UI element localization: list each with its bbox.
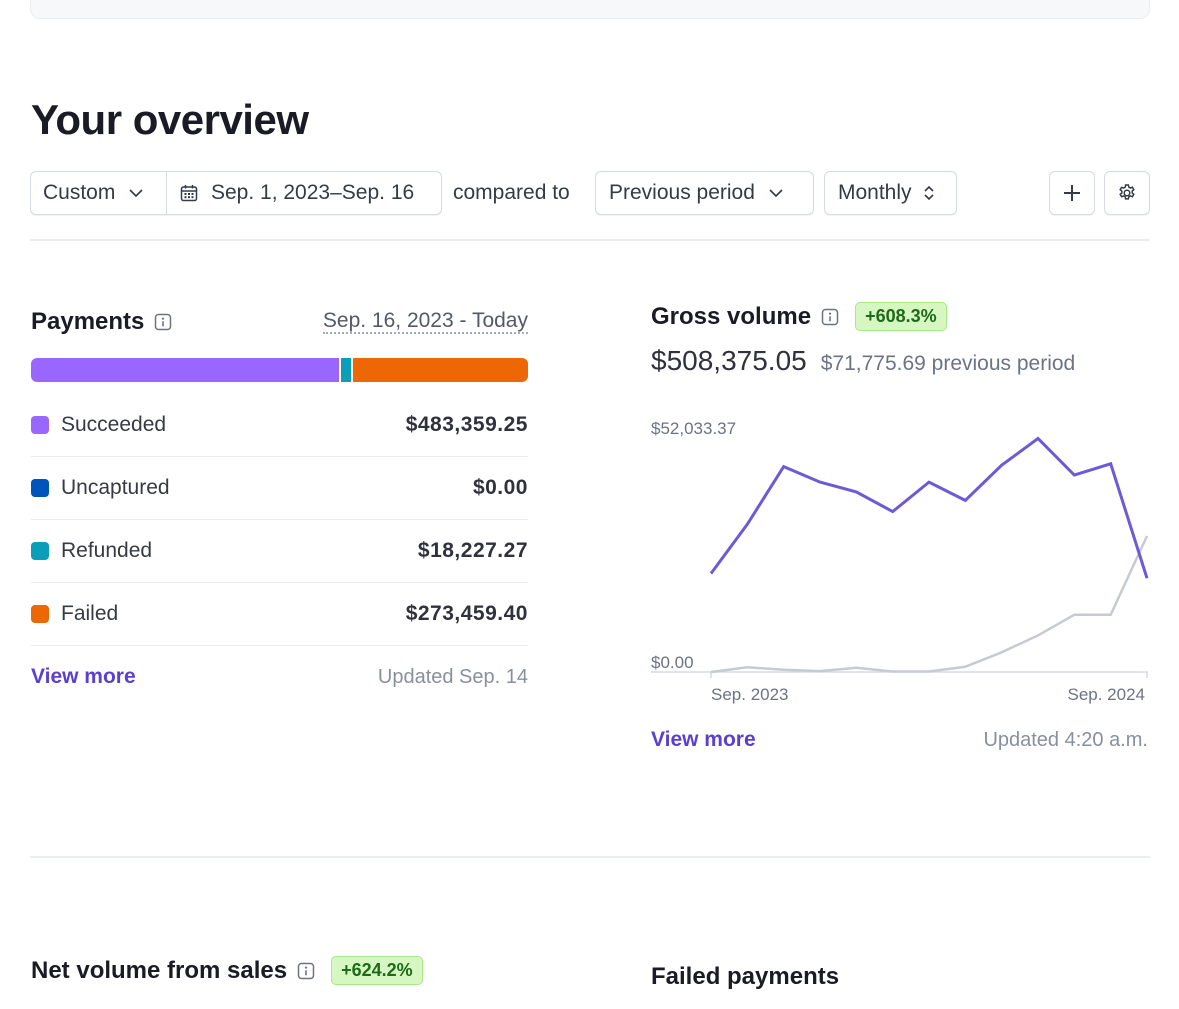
data-point[interactable]: [996, 646, 1008, 658]
status-color-swatch: [31, 416, 49, 434]
status-value: $0.00: [472, 476, 528, 499]
toolbar: Custom Sep. 1, 2023–Sep. 16 compared to …: [30, 171, 1150, 215]
gross-volume-view-more-link[interactable]: View more: [651, 728, 756, 751]
status-value: $18,227.27: [417, 539, 528, 562]
data-point[interactable]: [1068, 609, 1080, 621]
payment-status-row[interactable]: Succeeded $483,359.25: [31, 394, 528, 457]
gross-volume-chart: $52,033.37 $0.00 Sep. 2023 Sep. 2024: [651, 419, 1153, 704]
payments-date-range-text: Sep. 16, 2023 - Today: [322, 309, 528, 334]
payments-title-text: Payments: [31, 308, 145, 335]
payments-date-range[interactable]: Sep. 16, 2023 - Today: [300, 309, 528, 334]
data-point[interactable]: [1105, 609, 1117, 621]
payments-stacked-bar: [31, 358, 528, 382]
status-color-swatch: [31, 542, 49, 560]
data-point[interactable]: [741, 661, 753, 673]
data-point[interactable]: [1141, 530, 1153, 542]
info-icon[interactable]: [821, 308, 839, 326]
data-point[interactable]: [741, 518, 753, 530]
interval-select[interactable]: Monthly: [824, 171, 957, 215]
data-point[interactable]: [814, 665, 826, 677]
status-color-swatch: [31, 479, 49, 497]
net-volume-title-text: Net volume from sales: [31, 956, 288, 984]
chevron-down-icon: [129, 189, 143, 198]
series-line-previous-period: [710, 535, 1149, 674]
x-tick-label-end: Sep. 2024: [1067, 685, 1145, 704]
stacked-bar-segment-failed: [352, 358, 528, 382]
data-point[interactable]: [923, 666, 935, 678]
gross-volume-title: Gross volume +608.3%: [651, 302, 947, 331]
stacked-bar-segment-refunded: [340, 358, 353, 382]
data-point[interactable]: [1068, 469, 1080, 481]
data-point[interactable]: [887, 506, 899, 518]
series-line-current-period: [709, 436, 1149, 579]
net-volume-change-badge: +624.2%: [331, 956, 423, 985]
data-point[interactable]: [1105, 458, 1117, 470]
page-title: Your overview: [31, 96, 309, 143]
x-tick-label-start: Sep. 2023: [711, 685, 789, 704]
section-divider: [30, 856, 1150, 858]
data-point[interactable]: [850, 486, 862, 498]
gross-volume-amount: $508,375.05: [651, 345, 807, 376]
interval-label: Monthly: [838, 181, 912, 204]
gross-volume-title-text: Gross volume: [651, 302, 812, 330]
status-value: $273,459.40: [405, 602, 528, 625]
date-range-picker[interactable]: Sep. 1, 2023–Sep. 16: [167, 172, 414, 214]
data-point[interactable]: [923, 476, 935, 488]
data-point[interactable]: [959, 494, 971, 506]
data-point[interactable]: [705, 568, 717, 580]
gross-volume-change-badge: +608.3%: [855, 302, 947, 331]
add-button[interactable]: [1049, 171, 1095, 215]
data-point[interactable]: [1032, 629, 1044, 641]
payment-status-row[interactable]: Failed $273,459.40: [31, 583, 528, 646]
failed-payments-title-text: Failed payments: [651, 963, 840, 990]
data-point[interactable]: [1032, 432, 1044, 444]
data-point[interactable]: [705, 666, 717, 678]
chevron-down-icon: [769, 189, 783, 198]
status-color-swatch: [31, 605, 49, 623]
data-point[interactable]: [996, 459, 1008, 471]
data-point[interactable]: [887, 666, 899, 678]
y-tick-label-min: $0.00: [651, 653, 694, 672]
compared-to-label: compared to: [453, 181, 570, 204]
plus-icon: [1064, 185, 1080, 201]
net-volume-title: Net volume from sales +624.2%: [31, 956, 423, 985]
data-point[interactable]: [850, 662, 862, 674]
gear-icon: [1119, 184, 1135, 200]
status-label: Failed: [61, 602, 119, 625]
data-point[interactable]: [778, 664, 790, 676]
data-point[interactable]: [959, 661, 971, 673]
gross-volume-updated-text: Updated 4:20 a.m.: [983, 729, 1148, 751]
failed-payments-title: Failed payments: [651, 963, 839, 991]
payments-title: Payments: [31, 308, 172, 336]
payments-updated-text: Updated Sep. 14: [377, 666, 528, 688]
section-divider: [30, 239, 1150, 241]
info-icon[interactable]: [297, 962, 315, 980]
chevron-up-down-icon: [923, 185, 934, 201]
data-point[interactable]: [1141, 572, 1153, 584]
status-label: Uncaptured: [61, 476, 170, 499]
data-point[interactable]: [814, 476, 826, 488]
date-range-control: Custom Sep. 1, 2023–Sep. 16: [30, 171, 442, 215]
gross-volume-amount-row: $508,375.05 $71,775.69 previous period: [651, 345, 1075, 377]
date-range-label: Sep. 1, 2023–Sep. 16: [211, 181, 415, 204]
top-panel: [30, 0, 1150, 19]
y-tick-label-max: $52,033.37: [651, 419, 736, 438]
status-label: Refunded: [61, 539, 153, 562]
comparison-select[interactable]: Previous period: [595, 171, 814, 215]
range-preset-select[interactable]: Custom: [31, 172, 167, 214]
settings-button[interactable]: [1104, 171, 1150, 215]
status-label: Succeeded: [61, 413, 167, 436]
calendar-icon: [180, 185, 198, 202]
info-icon[interactable]: [154, 313, 172, 331]
payments-view-more-link[interactable]: View more: [31, 665, 136, 688]
payment-status-row[interactable]: Refunded $18,227.27: [31, 520, 528, 583]
range-preset-label: Custom: [43, 181, 116, 204]
status-value: $483,359.25: [405, 413, 528, 436]
comparison-label: Previous period: [609, 181, 755, 204]
payment-status-row[interactable]: Uncaptured $0.00: [31, 457, 528, 520]
stacked-bar-segment-succeeded: [31, 358, 341, 382]
gross-volume-previous: $71,775.69 previous period: [820, 352, 1076, 375]
data-point[interactable]: [778, 461, 790, 473]
